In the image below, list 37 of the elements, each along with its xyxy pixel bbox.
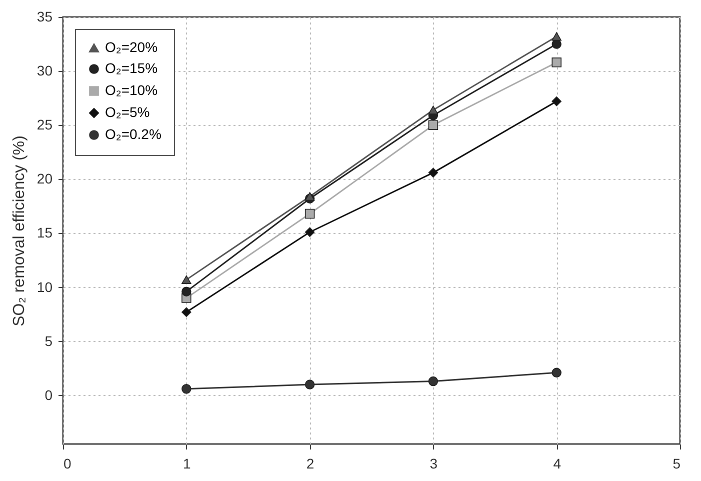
legend-label: O₂=20% <box>105 39 158 55</box>
y-tick-label: 10 <box>36 278 53 295</box>
y-tick-label: 25 <box>36 116 53 133</box>
point <box>552 58 562 68</box>
point <box>182 275 192 284</box>
y-tick-label: 0 <box>44 386 53 403</box>
point <box>182 286 192 296</box>
point <box>304 380 315 390</box>
y-tick-label: 5 <box>44 332 53 349</box>
y-tick-label: 35 <box>36 8 53 24</box>
legend-label: O₂=0.2% <box>105 126 162 142</box>
point <box>304 208 315 219</box>
point <box>552 39 562 49</box>
point <box>304 192 315 201</box>
point <box>304 227 315 237</box>
x-tick-label: 3 <box>430 456 438 472</box>
x-tick-label: 2 <box>306 456 314 472</box>
point <box>428 106 438 114</box>
point <box>428 168 438 178</box>
x-tick-label: 0 <box>64 456 72 472</box>
x-tick-label: 1 <box>183 456 191 472</box>
x-tick-label: 4 <box>553 456 562 472</box>
legend-label: O₂=5% <box>105 104 150 120</box>
y-tick-label: 20 <box>36 170 53 187</box>
legend-label: O₂=10% <box>105 82 158 98</box>
legend-label: O₂=15% <box>105 60 158 76</box>
point <box>428 376 438 386</box>
point <box>552 368 562 378</box>
point <box>182 384 192 394</box>
point <box>552 32 562 41</box>
point <box>182 307 192 317</box>
point <box>428 120 438 130</box>
point <box>552 96 562 106</box>
y-axis-title: SO₂ removal efficiency (%) <box>10 136 28 326</box>
x-tick-label: 5 <box>672 456 681 472</box>
y-tick-label: 15 <box>36 224 53 241</box>
y-tick-label: 30 <box>36 62 53 79</box>
